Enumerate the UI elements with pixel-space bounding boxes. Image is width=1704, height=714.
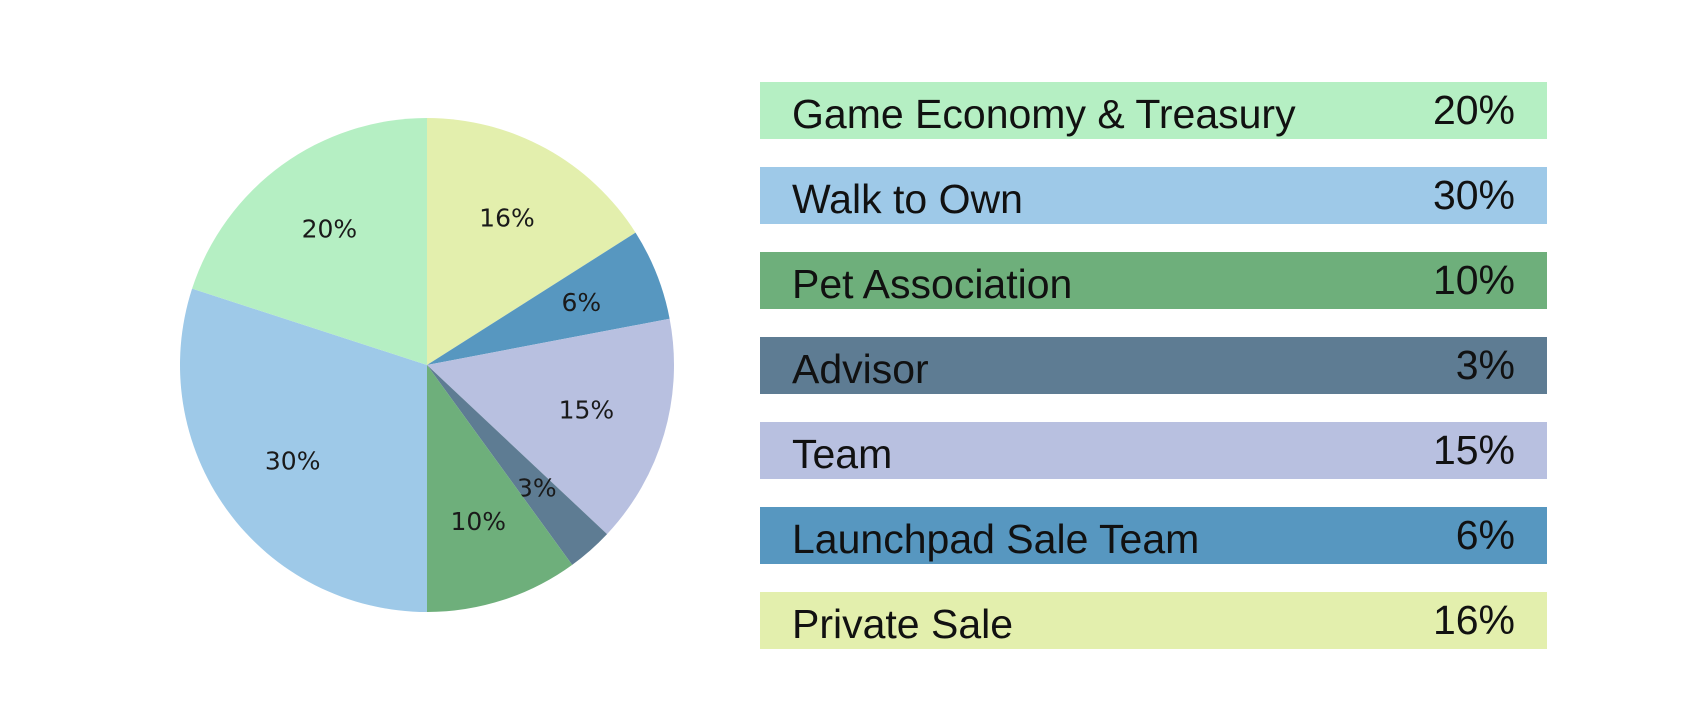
slice-value-label: 15%: [559, 395, 615, 424]
slice-value-label: 3%: [517, 474, 557, 503]
legend-item-label: Team: [792, 431, 893, 477]
legend-item: Private Sale 16%: [760, 592, 1547, 649]
legend-item-value: 30%: [1432, 172, 1515, 218]
legend-item: Walk to Own 30%: [760, 167, 1547, 224]
legend-item: Launchpad Sale Team 6%: [760, 507, 1547, 564]
slice-value-label: 16%: [479, 204, 535, 233]
legend-item-value: 15%: [1432, 427, 1515, 473]
pie-slice: [192, 118, 427, 365]
pie-slice: [427, 365, 573, 612]
legend-item-value: 10%: [1432, 257, 1515, 303]
slice-value-label: 30%: [265, 447, 321, 476]
pie-slice: [427, 365, 608, 565]
pie-chart: 16% 6% 15% 3% 10% 30% 20%: [179, 118, 674, 612]
legend-item: Advisor 3%: [760, 337, 1547, 394]
legend-item-label: Private Sale: [792, 601, 1014, 647]
legend-item-label: Walk to Own: [792, 176, 1023, 222]
pie-slice: [179, 288, 427, 612]
legend: Game Economy & Treasury 20% Walk to Own 30%…: [760, 82, 1547, 677]
legend-item-label: Pet Association: [792, 261, 1073, 307]
legend-item-label: Game Economy & Treasury: [792, 91, 1296, 137]
pie-slice: [427, 118, 636, 365]
slice-value-label: 6%: [562, 288, 602, 317]
pie-slice: [427, 318, 674, 535]
legend-item: Game Economy & Treasury 20%: [760, 82, 1547, 139]
legend-item-value: 6%: [1455, 512, 1515, 558]
legend-item-label: Advisor: [792, 346, 929, 392]
legend-item: Team 15%: [760, 422, 1547, 479]
legend-item: Pet Association 10%: [760, 252, 1547, 309]
legend-item-label: Launchpad Sale Team: [792, 516, 1200, 562]
legend-item-value: 20%: [1432, 87, 1515, 133]
slice-value-label: 20%: [302, 215, 358, 244]
legend-item-value: 16%: [1432, 597, 1515, 643]
slice-value-label: 10%: [451, 507, 507, 536]
legend-item-value: 3%: [1455, 342, 1515, 388]
pie-slice: [427, 232, 670, 365]
